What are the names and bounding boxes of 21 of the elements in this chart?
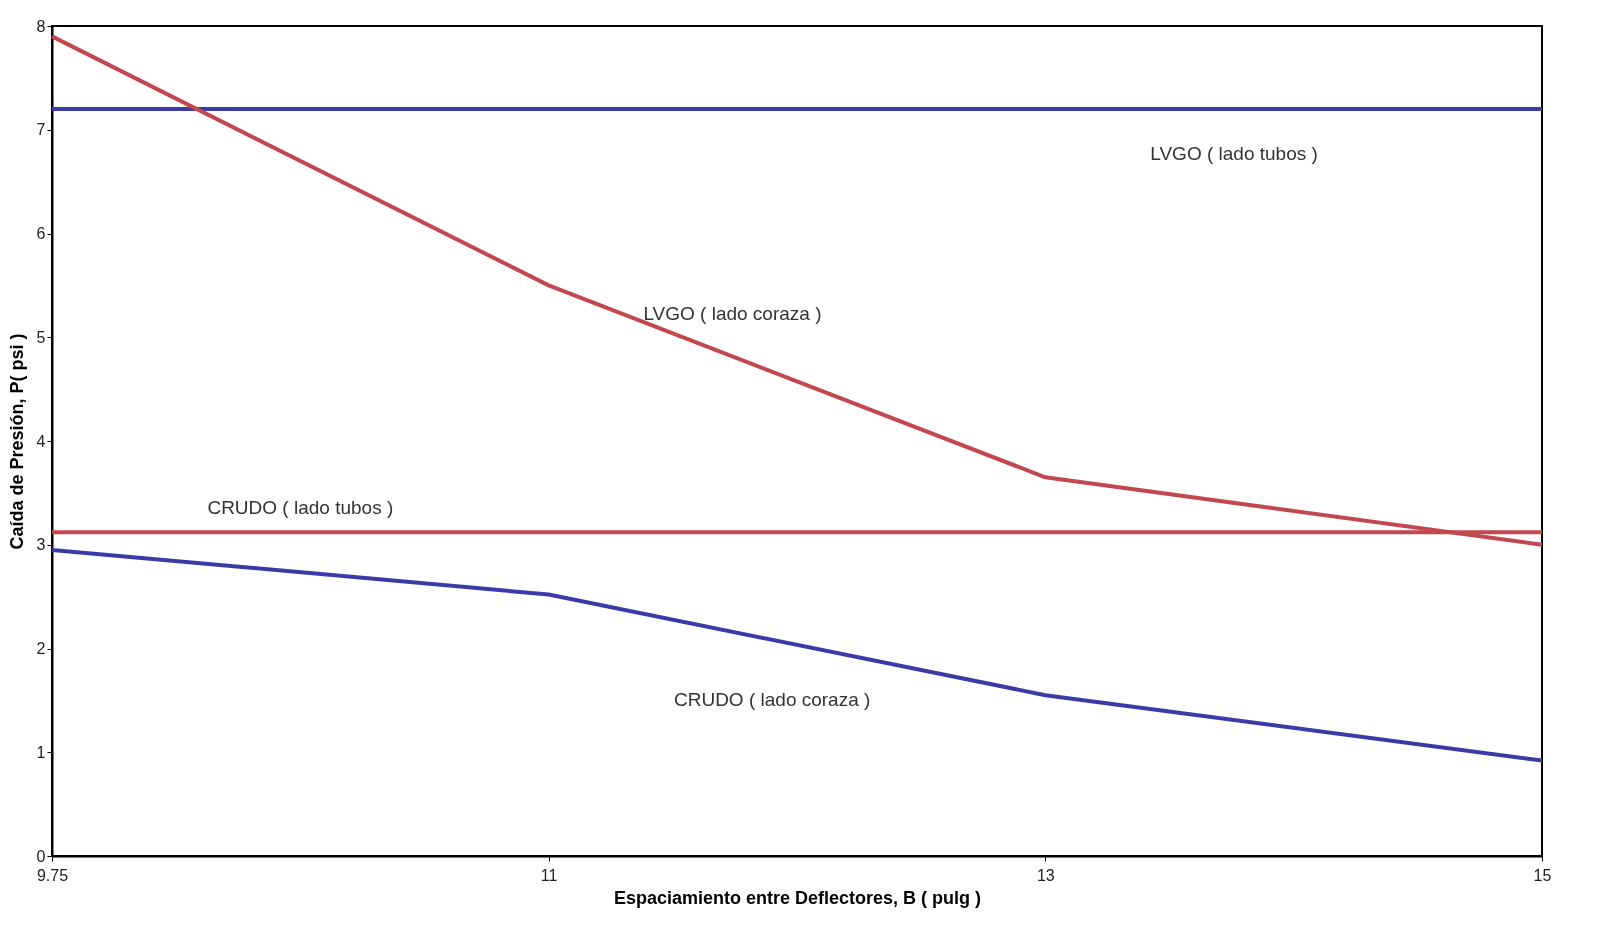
line-series [50, 547, 1544, 763]
y-tick-label: 0 [36, 847, 46, 865]
y-tick-label: 4 [36, 432, 46, 450]
y-tick-label: 6 [36, 225, 46, 242]
y-tick-label: 2 [36, 640, 46, 657]
x-axis-title: Espaciamiento entre Deflectores, B ( pulg ) [613, 887, 982, 908]
series-label: LVGO ( lado coraza ) [643, 303, 822, 325]
x-tick-label: 9.75 [36, 866, 69, 884]
series-label: LVGO ( lado tubos ) [1150, 143, 1318, 164]
x-tick-label: 11 [540, 866, 558, 884]
y-axis-title: Caída de Presión, P( psi ) [6, 333, 27, 550]
y-tick-label: 3 [36, 536, 46, 554]
y-tick-label: 1 [36, 743, 46, 761]
x-tick-label: 15 [1533, 866, 1552, 884]
y-tick-label: 5 [36, 328, 46, 346]
x-tick-label: 13 [1036, 866, 1055, 884]
y-tick-label: 7 [36, 121, 46, 139]
line-series [50, 34, 1544, 547]
series-label: CRUDO ( lado coraza ) [673, 688, 871, 710]
series-label: CRUDO ( lado tubos ) [207, 497, 394, 519]
y-tick-label: 8 [36, 17, 46, 35]
